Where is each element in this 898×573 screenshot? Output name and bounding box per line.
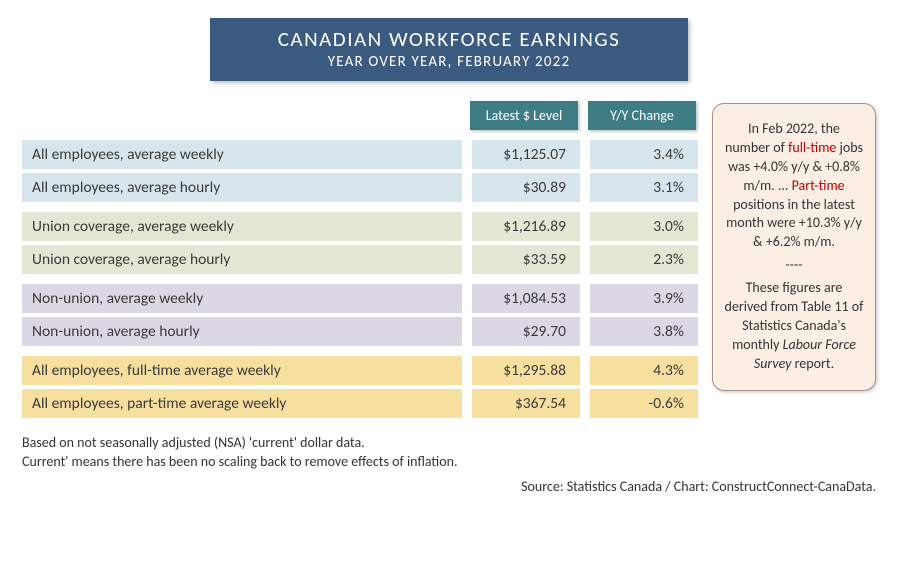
col-header-level: Latest $ Level	[470, 101, 578, 130]
footnotes: Based on not seasonally adjusted (NSA) '…	[22, 434, 698, 472]
row-level: $367.54	[472, 389, 580, 418]
row-label: Union coverage, average hourly	[22, 245, 462, 274]
side-callout: In Feb 2022, the number of full-time job…	[712, 103, 876, 391]
row-change: 3.0%	[590, 212, 698, 241]
content-area: Latest $ Level Y/Y Change All employees,…	[22, 101, 876, 472]
table-row: Union coverage, average hourly $33.59 2.…	[22, 245, 698, 274]
row-change: 4.3%	[590, 356, 698, 385]
row-label: All employees, part-time average weekly	[22, 389, 462, 418]
sidebox-highlight: full-time	[788, 139, 836, 156]
row-label: Union coverage, average weekly	[22, 212, 462, 241]
table-row: All employees, part-time average weekly …	[22, 389, 698, 418]
row-level: $33.59	[472, 245, 580, 274]
footnote-line: Based on not seasonally adjusted (NSA) '…	[22, 434, 698, 453]
row-level: $30.89	[472, 173, 580, 202]
title-main: CANADIAN WORKFORCE EARNINGS	[220, 26, 678, 52]
row-change: 3.4%	[590, 140, 698, 169]
col-header-change: Y/Y Change	[588, 101, 696, 130]
row-level: $1,216.89	[472, 212, 580, 241]
data-table: Latest $ Level Y/Y Change All employees,…	[22, 101, 698, 472]
title-bar: CANADIAN WORKFORCE EARNINGS YEAR OVER YE…	[210, 18, 688, 81]
row-label: All employees, average hourly	[22, 173, 462, 202]
row-level: $1,295.88	[472, 356, 580, 385]
footnote-line: Current' means there has been no scaling…	[22, 453, 698, 472]
table-row: All employees, average hourly $30.89 3.1…	[22, 173, 698, 202]
row-change: 3.8%	[590, 317, 698, 346]
row-label: All employees, average weekly	[22, 140, 462, 169]
row-level: $29.70	[472, 317, 580, 346]
row-change: 3.1%	[590, 173, 698, 202]
source-line: Source: Statistics Canada / Chart: Const…	[22, 478, 876, 495]
row-label: All employees, full-time average weekly	[22, 356, 462, 385]
row-label: Non-union, average hourly	[22, 317, 462, 346]
table-row: All employees, average weekly $1,125.07 …	[22, 140, 698, 169]
row-level: $1,084.53	[472, 284, 580, 313]
table-row: Non-union, average weekly $1,084.53 3.9%	[22, 284, 698, 313]
row-change: 2.3%	[590, 245, 698, 274]
sidebox-text: report.	[791, 355, 834, 372]
sidebox-text: positions in the latest month were +10.3…	[726, 196, 862, 251]
title-sub: YEAR OVER YEAR, FEBRUARY 2022	[220, 53, 678, 71]
sidebox-separator: ----	[724, 256, 864, 275]
row-level: $1,125.07	[472, 140, 580, 169]
row-change: 3.9%	[590, 284, 698, 313]
row-change: -0.6%	[590, 389, 698, 418]
table-row: Non-union, average hourly $29.70 3.8%	[22, 317, 698, 346]
row-label: Non-union, average weekly	[22, 284, 462, 313]
column-headers: Latest $ Level Y/Y Change	[22, 101, 698, 130]
sidebox-highlight: Part-time	[792, 177, 845, 194]
table-row: All employees, full-time average weekly …	[22, 356, 698, 385]
table-row: Union coverage, average weekly $1,216.89…	[22, 212, 698, 241]
page: CANADIAN WORKFORCE EARNINGS YEAR OVER YE…	[0, 0, 898, 495]
